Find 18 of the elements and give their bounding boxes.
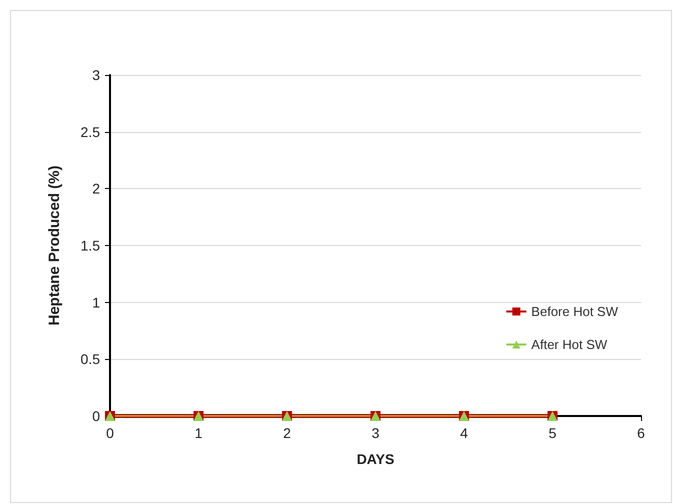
x-tick-label: 0	[106, 425, 114, 441]
y-axis-title: Heptane Produced (%)	[46, 165, 63, 326]
y-tick-label: 3	[92, 67, 100, 83]
y-tick-label: 1	[92, 294, 100, 310]
x-tick-label: 4	[460, 425, 468, 441]
x-axis-title: DAYS	[356, 451, 394, 467]
legend-label: After Hot SW	[531, 337, 608, 352]
y-tick-label: 1.5	[80, 238, 100, 254]
x-tick-label: 6	[637, 425, 646, 441]
x-tick-label: 5	[548, 425, 557, 441]
x-tick-label: 1	[194, 425, 203, 441]
legend-label: Before Hot SW	[531, 304, 619, 319]
y-tick-label: 0	[92, 408, 100, 424]
y-tick-label: 0.5	[80, 351, 100, 368]
y-tick-label: 2	[92, 180, 100, 197]
x-tick-label: 3	[372, 425, 380, 441]
y-tick-label: 2.5	[80, 124, 100, 140]
x-tick-label: 2	[283, 425, 292, 441]
